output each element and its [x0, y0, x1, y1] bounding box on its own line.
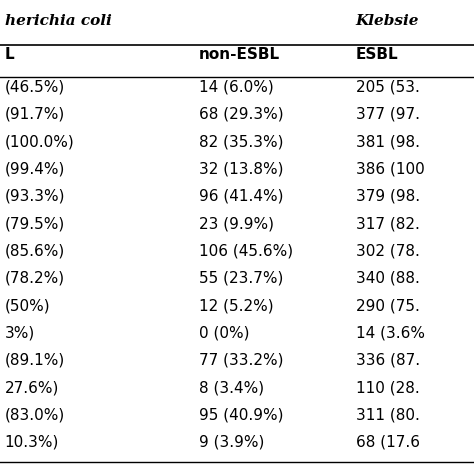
Text: 27.6%): 27.6%) [5, 380, 59, 395]
Text: 311 (80.: 311 (80. [356, 408, 419, 422]
Text: (93.3%): (93.3%) [5, 189, 65, 204]
Text: 10.3%): 10.3%) [5, 435, 59, 450]
Text: 14 (6.0%): 14 (6.0%) [199, 80, 274, 95]
Text: 82 (35.3%): 82 (35.3%) [199, 134, 283, 149]
Text: 9 (3.9%): 9 (3.9%) [199, 435, 264, 450]
Text: 381 (98.: 381 (98. [356, 134, 419, 149]
Text: 68 (29.3%): 68 (29.3%) [199, 107, 284, 122]
Text: 23 (9.9%): 23 (9.9%) [199, 216, 274, 231]
Text: 0 (0%): 0 (0%) [199, 326, 250, 340]
Text: 68 (17.6: 68 (17.6 [356, 435, 419, 450]
Text: 14 (3.6%: 14 (3.6% [356, 326, 425, 340]
Text: 110 (28.: 110 (28. [356, 380, 419, 395]
Text: (85.6%): (85.6%) [5, 244, 65, 259]
Text: 302 (78.: 302 (78. [356, 244, 419, 259]
Text: Klebsie: Klebsie [356, 14, 419, 28]
Text: 336 (87.: 336 (87. [356, 353, 419, 368]
Text: (89.1%): (89.1%) [5, 353, 65, 368]
Text: (78.2%): (78.2%) [5, 271, 65, 286]
Text: 55 (23.7%): 55 (23.7%) [199, 271, 283, 286]
Text: 317 (82.: 317 (82. [356, 216, 419, 231]
Text: ESBL: ESBL [356, 47, 398, 63]
Text: (50%): (50%) [5, 298, 50, 313]
Text: (83.0%): (83.0%) [5, 408, 65, 422]
Text: non-ESBL: non-ESBL [199, 47, 280, 63]
Text: (46.5%): (46.5%) [5, 80, 65, 95]
Text: 340 (88.: 340 (88. [356, 271, 419, 286]
Text: 205 (53.: 205 (53. [356, 80, 419, 95]
Text: (99.4%): (99.4%) [5, 162, 65, 177]
Text: 377 (97.: 377 (97. [356, 107, 419, 122]
Text: 12 (5.2%): 12 (5.2%) [199, 298, 273, 313]
Text: 95 (40.9%): 95 (40.9%) [199, 408, 283, 422]
Text: herichia coli: herichia coli [5, 14, 111, 28]
Text: (79.5%): (79.5%) [5, 216, 65, 231]
Text: 96 (41.4%): 96 (41.4%) [199, 189, 283, 204]
Text: 379 (98.: 379 (98. [356, 189, 419, 204]
Text: 8 (3.4%): 8 (3.4%) [199, 380, 264, 395]
Text: L: L [5, 47, 14, 63]
Text: (100.0%): (100.0%) [5, 134, 74, 149]
Text: 106 (45.6%): 106 (45.6%) [199, 244, 293, 259]
Text: 386 (100: 386 (100 [356, 162, 424, 177]
Text: 32 (13.8%): 32 (13.8%) [199, 162, 283, 177]
Text: (91.7%): (91.7%) [5, 107, 65, 122]
Text: 77 (33.2%): 77 (33.2%) [199, 353, 283, 368]
Text: 3%): 3%) [5, 326, 35, 340]
Text: 290 (75.: 290 (75. [356, 298, 419, 313]
